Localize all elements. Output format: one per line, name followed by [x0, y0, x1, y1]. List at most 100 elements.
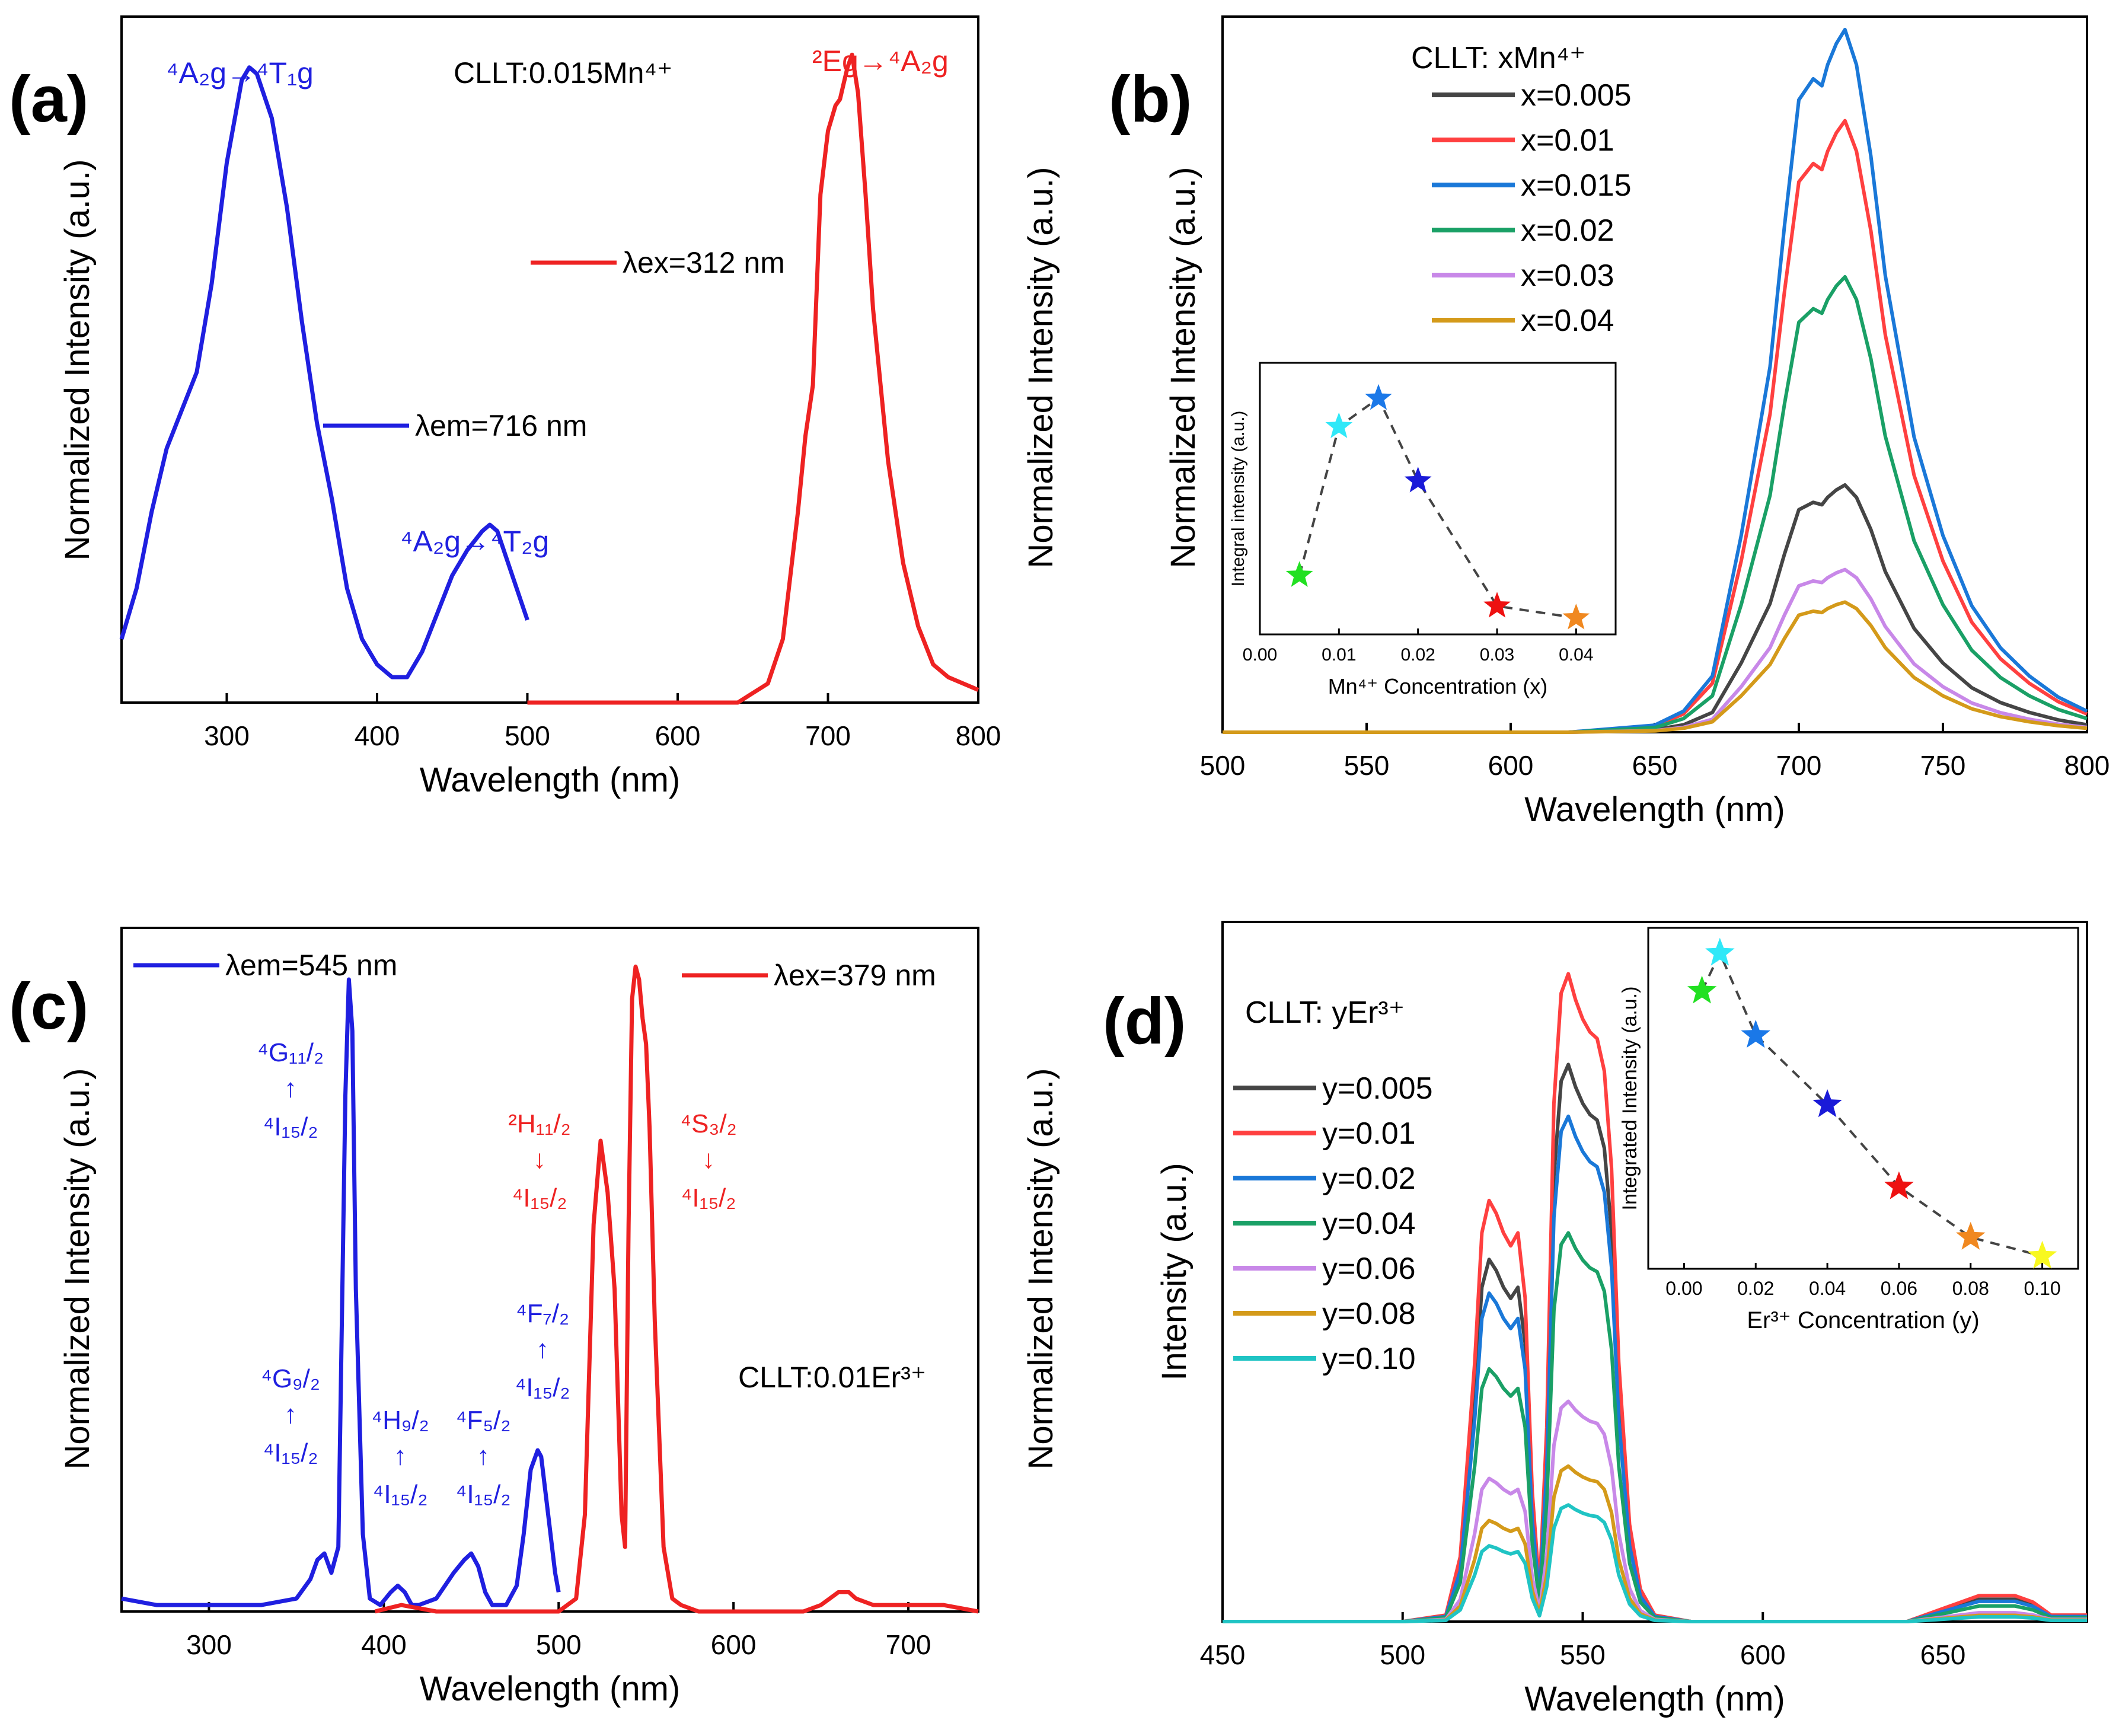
panel-d-xtick-label: 650	[1920, 1639, 1966, 1670]
panel-a-title: CLLT:0.015Mn⁴⁺	[454, 56, 672, 90]
panel-c-series-1	[374, 964, 979, 1614]
panel-b-xtick-label: 800	[2064, 750, 2110, 781]
panel-b-series-3	[1223, 275, 2088, 734]
panel-d-inset-xtick-label: 0.02	[1737, 1278, 1774, 1299]
panel-b: (b) Normalized Intensity (a.u.) Normalized…	[1022, 15, 2110, 829]
panel-label-c: (c)	[9, 970, 88, 1043]
panel-a-legend-ex: λex=312 nm	[623, 246, 785, 279]
panel-d-inset-star-0	[1687, 975, 1717, 1004]
panel-b-legend-label-0: x=0.005	[1521, 78, 1632, 113]
panel-d-inset-xtick-label: 0.06	[1881, 1278, 1917, 1299]
panel-b-inset-ylabel: Integral intensity (a.u.)	[1228, 411, 1248, 587]
panel-b-legend-label-5: x=0.04	[1521, 304, 1614, 338]
panel-a-xlabel: Wavelength (nm)	[420, 761, 680, 799]
panel-c-annotation-from-6: ⁴I₁₅/₂	[681, 1183, 736, 1212]
panel-b-inset-trend	[1298, 396, 1577, 620]
panel-b-inset-xtick-label: 0.02	[1400, 645, 1435, 665]
panel-d-ylabel: Intensity (a.u.)	[1155, 1163, 1193, 1380]
panel-d-series-4	[1223, 1399, 2087, 1623]
panel-c-annotation-4: ⁴F₇/₂	[516, 1299, 569, 1328]
panel-d-inset-star-4	[1884, 1171, 1914, 1199]
panel-a-annotation-t1g: ⁴A₂g→⁴T₁g	[166, 56, 314, 90]
panel-a: (a) Normalized Intensity (a.u.) 300 400 500 6…	[9, 15, 1001, 799]
panel-b-xtick-label: 550	[1344, 750, 1390, 781]
panel-c-annotation-from-3: ⁴I₁₅/₂	[455, 1480, 510, 1509]
panel-c: (c) Normalized Intensity (a.u.) 300 400 500 6…	[9, 927, 979, 1708]
panel-d-legend-label-4: y=0.06	[1322, 1252, 1416, 1286]
panel-d-xtick-label: 600	[1740, 1639, 1786, 1670]
panel-d-inset-xlabel: Er³⁺ Concentration (y)	[1747, 1307, 1979, 1333]
panel-a-xtick-label: 800	[956, 720, 1001, 751]
panel-c-plot-frame	[120, 927, 979, 1613]
panel-d-xtick-label: 550	[1560, 1639, 1606, 1670]
panel-d-inset-xtick-label: 0.10	[2024, 1278, 2060, 1299]
panel-b-legend-label-2: x=0.015	[1521, 168, 1632, 203]
panel-a-xtick-label: 700	[805, 720, 851, 751]
panel-b-xlabel: Wavelength (nm)	[1524, 790, 1785, 829]
panel-c-annotation-arrow-0: ↑	[284, 1074, 297, 1103]
panel-label-d: (d)	[1103, 985, 1186, 1058]
panel-d-series-3	[1223, 1231, 2087, 1623]
panel-b-series-4	[1223, 567, 2088, 734]
panel-c-xtick-label: 700	[886, 1629, 931, 1660]
panel-b-inset-star-3	[1404, 467, 1432, 493]
panel-d: (d) Normalized Intensity (a.u.) Intensity …	[1022, 921, 2088, 1718]
panel-a-annotation-eg: ²Eg→⁴A₂g	[812, 44, 949, 78]
panel-b-inset-star-4	[1483, 592, 1511, 618]
panel-c-annotation-from-4: ⁴I₁₅/₂	[515, 1373, 570, 1402]
panel-c-annotation-arrow-1: ↑	[284, 1400, 297, 1429]
panel-c-annotation-arrow-6: ↓	[702, 1145, 715, 1174]
panel-d-inset-frame	[1647, 927, 2079, 1270]
panel-d-inset-star-6	[2027, 1240, 2057, 1269]
panel-b-left-ylabel: Normalized Intensity (a.u.)	[1022, 167, 1060, 569]
panel-d-left-ylabel: Normalized Intensity (a.u.)	[1022, 1068, 1060, 1470]
panel-c-xlabel: Wavelength (nm)	[420, 1670, 680, 1708]
panel-label-a: (a)	[9, 63, 88, 136]
panel-b-inset-xtick-label: 0.00	[1243, 645, 1277, 665]
panel-d-inset-xtick-label: 0.04	[1809, 1278, 1846, 1299]
panel-b-xtick-label: 600	[1488, 750, 1534, 781]
panel-c-legend-ex: λex=379 nm	[774, 959, 936, 992]
panel-b-inset-xtick-label: 0.04	[1559, 645, 1593, 665]
panel-b-legend-label-3: x=0.02	[1521, 213, 1614, 248]
panel-c-annotation-arrow-2: ↑	[394, 1441, 407, 1470]
panel-a-series-0	[119, 65, 529, 679]
panel-b-legend-title: CLLT: xMn⁴⁺	[1411, 41, 1585, 75]
panel-a-xtick-label: 500	[505, 720, 550, 751]
panel-b-inset-xlabel: Mn⁴⁺ Concentration (x)	[1328, 674, 1548, 698]
panel-b-series-5	[1223, 600, 2088, 734]
panel-d-legend-label-2: y=0.02	[1322, 1161, 1416, 1196]
panel-c-xtick-label: 400	[361, 1629, 407, 1660]
panel-c-annotation-from-0: ⁴I₁₅/₂	[263, 1112, 318, 1141]
panel-c-annotation-1: ⁴G₉/₂	[261, 1364, 320, 1393]
panel-b-xtick-label: 500	[1200, 750, 1246, 781]
panel-d-legend-label-5: y=0.08	[1322, 1297, 1416, 1331]
panel-b-inset-star-2	[1365, 384, 1392, 410]
panel-c-annotation-arrow-4: ↑	[536, 1335, 549, 1364]
panel-c-annotation-from-5: ⁴I₁₅/₂	[512, 1183, 567, 1212]
panel-a-annotation-t2g: ⁴A₂g→⁴T₂g	[400, 525, 549, 558]
panel-c-series-0	[121, 977, 561, 1607]
panel-d-inset-star-5	[1956, 1221, 1986, 1250]
panel-c-annotation-2: ⁴H₉/₂	[371, 1406, 429, 1435]
panel-d-series-1	[1223, 972, 2087, 1623]
panel-c-annotation-6: ⁴S₃/₂	[680, 1109, 736, 1138]
panel-b-series-2	[1223, 27, 2088, 734]
panel-c-annotation-from-1: ⁴I₁₅/₂	[263, 1438, 318, 1467]
panel-c-annotation-3: ⁴F₅/₂	[456, 1406, 511, 1435]
panel-c-annotation-arrow-5: ↓	[533, 1145, 546, 1174]
panel-c-title: CLLT:0.01Er³⁺	[738, 1361, 926, 1394]
panel-d-legend-label-1: y=0.01	[1322, 1116, 1416, 1151]
panel-a-series-1	[527, 52, 979, 705]
panel-c-annotation-from-2: ⁴I₁₅/₂	[372, 1480, 427, 1509]
panel-b-inset-frame	[1259, 362, 1617, 636]
panel-b-legend-label-4: x=0.03	[1521, 259, 1614, 293]
panel-a-ylabel: Normalized Intensity (a.u.)	[58, 159, 97, 561]
panel-c-xtick-label: 300	[186, 1629, 232, 1660]
panel-d-legend-label-0: y=0.005	[1322, 1071, 1433, 1106]
panel-d-inset-star-1	[1705, 937, 1735, 966]
panel-d-xtick-label: 500	[1380, 1639, 1425, 1670]
panel-d-xlabel: Wavelength (nm)	[1524, 1680, 1785, 1718]
panel-a-legend-em: λem=716 nm	[415, 409, 587, 442]
panel-c-annotation-5: ²H₁₁/₂	[508, 1109, 570, 1138]
